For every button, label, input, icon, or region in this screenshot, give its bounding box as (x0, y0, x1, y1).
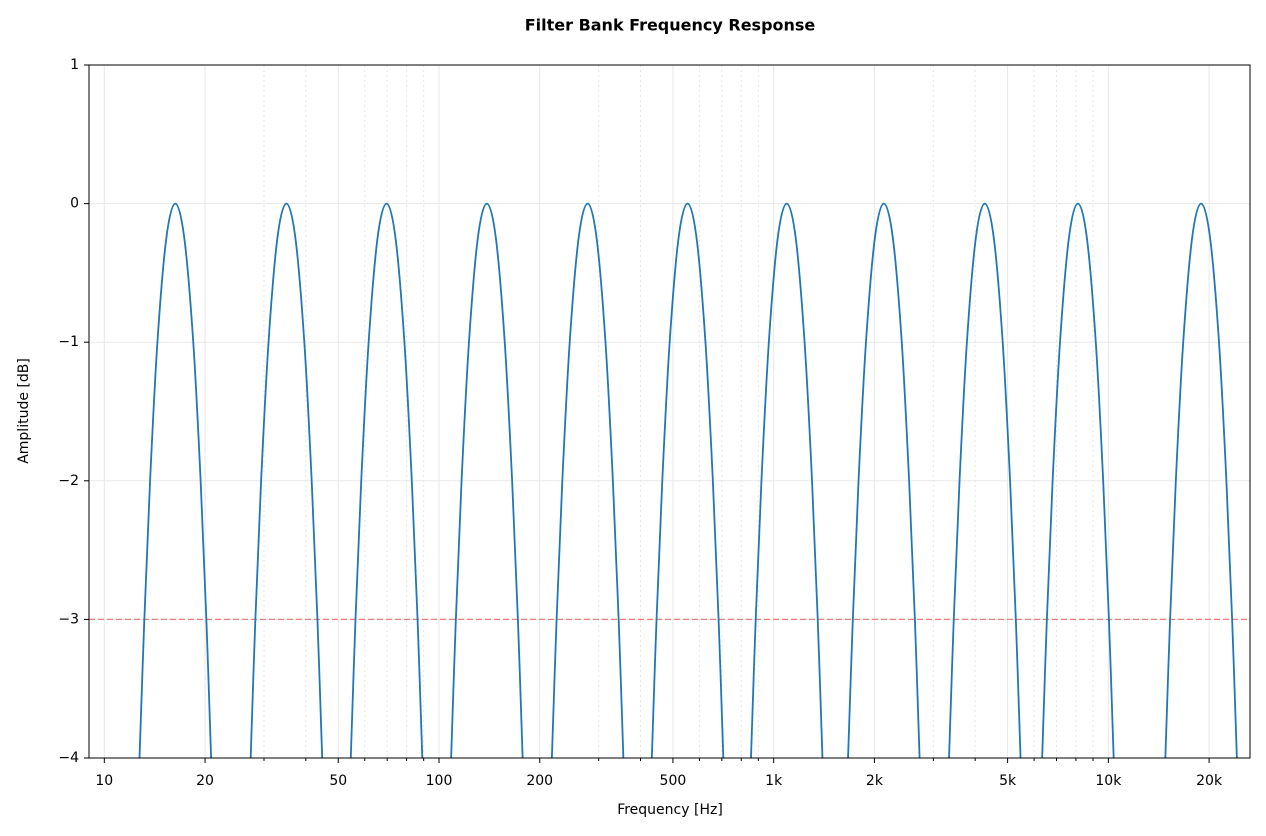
plot-area (89, 202, 1250, 758)
response-curve (138, 202, 213, 758)
x-tick-label: 20k (1196, 773, 1223, 789)
response-curve (750, 202, 824, 758)
response-curve (349, 202, 424, 758)
x-tick-label: 200 (526, 773, 553, 789)
response-curve (1164, 202, 1238, 758)
chart-title: Filter Bank Frequency Response (525, 16, 816, 35)
y-tick-label: −2 (58, 473, 79, 489)
response-curve (650, 202, 725, 758)
y-tick-label: 1 (70, 57, 79, 73)
y-axis-label: Amplitude [dB] (16, 358, 32, 464)
y-tick-label: −4 (58, 750, 79, 766)
x-axis-label: Frequency [Hz] (617, 802, 723, 818)
x-tick-label: 5k (999, 773, 1017, 789)
x-tick-label: 10 (95, 773, 113, 789)
y-tick-label: 0 (70, 196, 79, 212)
x-tick-label: 500 (660, 773, 687, 789)
x-tick-label: 50 (329, 773, 347, 789)
axes-frame (88, 64, 1251, 759)
response-curve (450, 202, 524, 758)
response-curve (948, 202, 1022, 758)
x-tick-label: 10k (1095, 773, 1122, 789)
y-tick-label: −3 (58, 611, 79, 627)
response-curve (1041, 202, 1115, 758)
response-curve (550, 202, 625, 758)
x-tick-label: 1k (765, 773, 783, 789)
response-curve (249, 202, 324, 758)
y-tick-label: −1 (58, 334, 79, 350)
x-tick-label: 100 (426, 773, 453, 789)
x-tick-label: 2k (866, 773, 884, 789)
response-curve (847, 202, 921, 758)
x-tick-label: 20 (196, 773, 214, 789)
axes: 10−1−2−3−410 20 50 100 200 500 1k 2k 5k 10k 20k (58, 57, 1223, 789)
